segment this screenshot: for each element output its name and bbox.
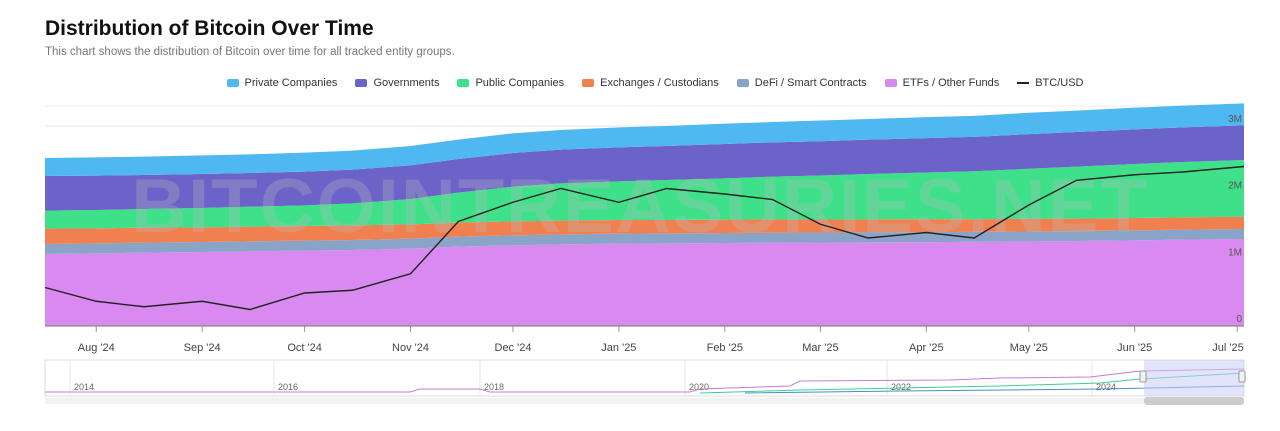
navigator-year-label: 2020 <box>689 382 709 392</box>
chart-legend: Private Companies Governments Public Com… <box>0 77 1280 89</box>
legend-label: Public Companies <box>475 77 565 89</box>
x-tick-label: Jan '25 <box>601 342 636 354</box>
navigator-year-label: 2016 <box>278 382 298 392</box>
x-tick-label: Feb '25 <box>707 342 743 354</box>
legend-label: Exchanges / Custodians <box>600 77 719 89</box>
legend-item-btc-usd[interactable]: BTC/USD <box>1017 77 1084 89</box>
x-tick-label: Mar '25 <box>802 342 838 354</box>
legend-item-etfs-other-funds[interactable]: ETFs / Other Funds <box>884 77 1000 89</box>
y-tick-label: 2M <box>1228 181 1242 192</box>
legend-swatch <box>582 79 595 87</box>
navigator-year-label: 2014 <box>74 382 94 392</box>
navigator-frame <box>44 359 1245 397</box>
y-tick-label: 1M <box>1228 247 1242 258</box>
range-navigator[interactable]: 2014 2016 2018 2020 2022 2024 <box>44 359 1246 405</box>
watermark-text: BITCOINTREASURIES.NET <box>131 164 1148 249</box>
y-axis-ticks: 0 1M 2M 3M <box>1228 114 1242 325</box>
x-tick-label: Jul '25 <box>1212 342 1243 354</box>
x-tick-label: May '25 <box>1010 342 1048 354</box>
legend-label: DeFi / Smart Contracts <box>754 77 867 89</box>
legend-item-private-companies[interactable]: Private Companies <box>226 77 338 89</box>
x-tick-label: Jun '25 <box>1117 342 1152 354</box>
navigator-year-label: 2018 <box>484 382 504 392</box>
legend-swatch <box>736 79 749 87</box>
legend-swatch <box>226 79 239 87</box>
legend-label: ETFs / Other Funds <box>902 77 1000 89</box>
x-tick-label: Aug '24 <box>78 342 115 354</box>
legend-swatch <box>884 79 897 87</box>
navigator-year-label: 2022 <box>891 382 911 392</box>
legend-swatch <box>355 79 368 87</box>
legend-label: BTC/USD <box>1035 77 1084 89</box>
area-etfs-other-funds <box>45 239 1244 326</box>
navigator-etf-line <box>45 368 1245 393</box>
navigator-year-label: 2024 <box>1096 382 1116 392</box>
y-tick-label: 3M <box>1228 114 1242 125</box>
legend-item-governments[interactable]: Governments <box>355 77 439 89</box>
navigator-scrollbar-track <box>45 398 1244 404</box>
page-subtitle: This chart shows the distribution of Bit… <box>45 46 455 58</box>
legend-item-public-companies[interactable]: Public Companies <box>457 77 564 89</box>
navigator-selected-range[interactable] <box>1144 360 1244 396</box>
page-title: Distribution of Bitcoin Over Time <box>45 17 374 40</box>
x-tick-label: Sep '24 <box>184 342 221 354</box>
legend-line-swatch <box>1017 82 1030 84</box>
area-exchanges-custodians <box>45 216 1244 244</box>
navigator-left-handle[interactable] <box>1139 370 1147 383</box>
btc-usd-line <box>44 165 1245 311</box>
y-tick-label: 0 <box>1236 314 1242 325</box>
legend-swatch <box>457 79 470 87</box>
area-governments <box>45 125 1244 211</box>
btc-price-line <box>44 165 1245 311</box>
x-tick-label: Apr '25 <box>909 342 944 354</box>
x-tick-label: Nov '24 <box>392 342 429 354</box>
navigator-right-handle[interactable] <box>1238 370 1246 383</box>
legend-label: Private Companies <box>244 77 338 89</box>
legend-item-exchanges-custodians[interactable]: Exchanges / Custodians <box>582 77 719 89</box>
x-tick-label: Oct '24 <box>287 342 322 354</box>
navigator-scrollbar-thumb[interactable] <box>1144 397 1244 405</box>
x-axis-ticks: Aug '24 Sep '24 Oct '24 Nov '24 Dec '24 Jan '… <box>45 325 1244 354</box>
area-private-companies <box>45 103 1244 176</box>
legend-item-defi-smart-contracts[interactable]: DeFi / Smart Contracts <box>736 77 867 89</box>
legend-label: Governments <box>373 77 440 89</box>
x-tick-label: Dec '24 <box>495 342 532 354</box>
